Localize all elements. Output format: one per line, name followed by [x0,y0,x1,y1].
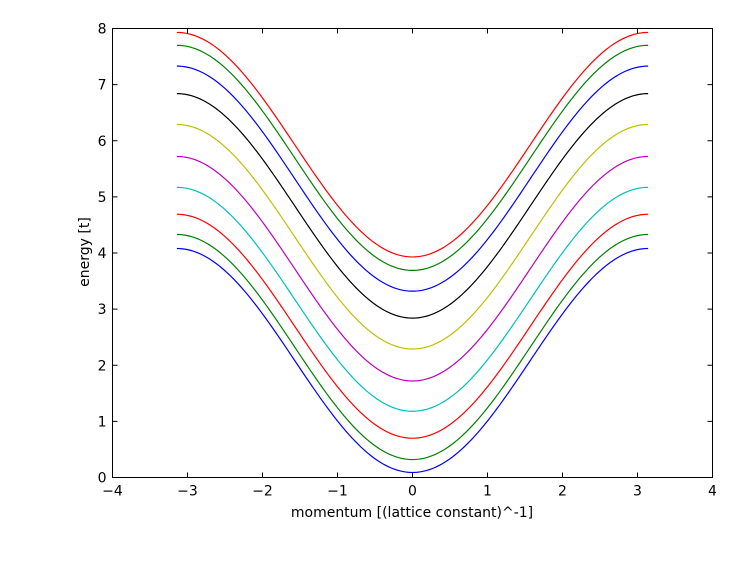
series-line [176,44,649,272]
x-tick-label: 3 [633,484,642,500]
x-tick-label: 2 [558,484,567,500]
y-tick-label: 8 [98,22,107,38]
y-tick-label: 7 [98,78,107,94]
series-line [176,186,649,412]
y-tick-label: 4 [98,246,107,262]
y-tick-label: 2 [98,358,107,374]
y-tick-label: 6 [98,134,107,150]
series-line [176,247,649,474]
y-axis-ticks: 0 1 2 3 4 5 6 7 8 [98,22,713,487]
x-tick-label: −2 [252,484,273,500]
series-line [176,93,649,319]
y-axis-label: energy [t] [77,217,93,287]
plot-curves [176,31,649,474]
series-line [176,123,649,350]
y-tick-label: 5 [98,190,107,206]
x-tick-label: 0 [408,484,417,500]
y-tick-label: 1 [98,414,107,430]
series-line [176,65,649,292]
x-tick-label: 1 [483,484,492,500]
x-tick-label: −1 [327,484,348,500]
series-line [176,155,649,382]
x-axis-label: momentum [(lattice constant)^-1] [291,505,533,521]
x-tick-label: −4 [102,484,123,500]
x-tick-label: 4 [708,484,717,500]
x-axis-ticks: −4 −3 −2 −1 0 1 2 3 4 [102,28,717,500]
series-line [176,213,649,439]
series-line [176,31,649,258]
y-tick-label: 3 [98,302,107,318]
x-tick-label: −3 [177,484,198,500]
axes-frame [112,28,713,478]
series-line [176,233,649,461]
y-tick-label: 0 [98,471,107,487]
